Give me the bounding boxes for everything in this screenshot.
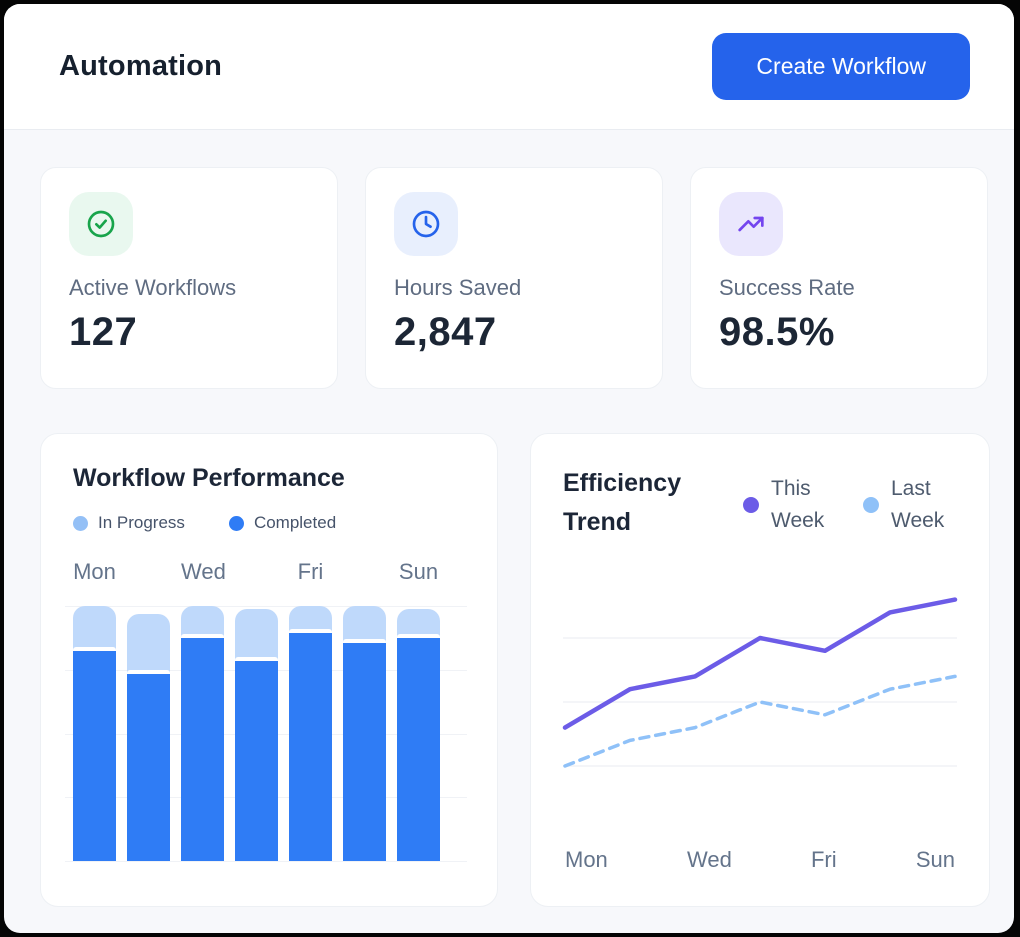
line-chart-legend: This Week Last Week [743,464,957,542]
legend-label: In Progress [98,513,185,532]
charts-row: Workflow Performance In Progress Complete… [40,433,990,907]
stat-card-success-rate: Success Rate 98.5% [690,167,988,389]
legend-item-in-progress: In Progress [73,513,185,533]
bars [73,606,465,861]
line-last-week [563,674,957,768]
stat-value: 127 [69,310,138,354]
bar-segment-completed [235,657,278,861]
legend-dot [73,515,88,531]
stat-label: Success Rate [719,275,855,300]
create-workflow-button[interactable]: Create Workflow [712,33,970,100]
bar-chart-title: Workflow Performance [73,464,345,492]
x-tick-label: Fri [810,846,837,872]
efficiency-trend-card: Efficiency Trend This Week Last Week Mon W… [530,433,990,907]
bar-segment-completed [181,634,224,861]
x-tick-label: Fri [297,559,324,584]
legend-dot [743,496,759,513]
line-chart-title: Efficiency Trend [563,469,682,536]
dashboard-body: Active Workflows 127 Hours Saved 2,847 [4,130,1014,907]
bar-chart-legend: In Progress Completed [73,513,465,533]
legend-item-completed: Completed [228,513,337,533]
bar-segment-completed [127,669,170,861]
check-circle-icon [69,192,133,256]
stat-card-active-workflows: Active Workflows 127 [40,167,338,389]
stat-label: Active Workflows [69,275,237,300]
bar-fri [289,606,332,861]
stat-value: 2,847 [394,310,497,354]
line-chart-header: Efficiency Trend This Week Last Week [563,464,957,542]
legend-dot [228,515,244,531]
line-this-week [562,596,958,730]
line-chart-x-labels: Mon Wed Fri Sun [563,847,957,873]
legend-label: This Week [771,477,825,532]
stat-card-hours-saved: Hours Saved 2,847 [365,167,663,389]
bar-thu [235,606,278,861]
line-chart-plot [562,596,958,768]
stat-label: Hours Saved [394,275,522,300]
gridline [65,606,467,607]
bar-wed [181,606,224,861]
x-tick-label: Wed [181,559,226,584]
automation-dashboard: Automation Create Workflow Active Workfl… [4,4,1014,933]
bar-sat [343,606,386,861]
x-tick-label [127,559,170,585]
bar-segment-completed [73,646,116,861]
bar-mon [73,606,116,861]
x-tick-label: Mon [73,559,116,584]
bar-segment-completed [289,628,332,861]
x-tick-label: Sun [398,559,439,584]
stats-row: Active Workflows 127 Hours Saved 2,847 [40,167,988,389]
legend-dot [863,496,879,513]
legend-label: Last Week [891,477,945,532]
gridline [65,861,467,862]
trending-up-icon [719,192,783,256]
stat-value: 98.5% [719,310,835,354]
legend-item-this-week: This Week [743,468,837,542]
x-tick-label [343,559,386,585]
x-tick-label: Wed [686,846,732,872]
bar-tue [127,606,170,861]
bar-sun [397,606,440,861]
header: Automation Create Workflow [4,4,1014,130]
bar-chart-plot [65,606,467,862]
x-tick-label: Sun [915,846,955,872]
clock-icon [394,192,458,256]
x-tick-label [235,559,278,585]
bar-chart-x-labels: Mon Wed Fri Sun [73,559,465,585]
x-tick-label: Mon [565,846,608,872]
bar-segment-completed [343,639,386,861]
bar-segment-completed [397,634,440,861]
legend-label: Completed [253,513,337,532]
page-title: Automation [59,50,223,82]
workflow-performance-card: Workflow Performance In Progress Complete… [40,433,498,907]
legend-item-last-week: Last Week [863,468,957,542]
